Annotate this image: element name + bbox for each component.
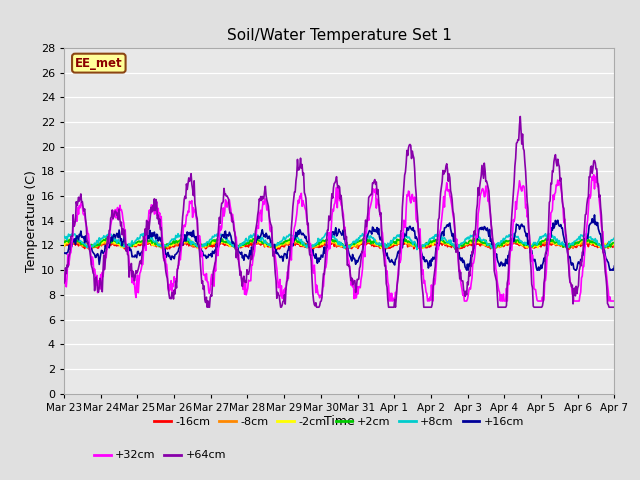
Legend: +32cm, +64cm: +32cm, +64cm	[90, 446, 230, 465]
Y-axis label: Temperature (C): Temperature (C)	[25, 170, 38, 272]
Text: EE_met: EE_met	[75, 57, 123, 70]
Title: Soil/Water Temperature Set 1: Soil/Water Temperature Set 1	[227, 28, 452, 43]
Legend: -16cm, -8cm, -2cm, +2cm, +8cm, +16cm: -16cm, -8cm, -2cm, +2cm, +8cm, +16cm	[150, 412, 529, 431]
X-axis label: Time: Time	[324, 415, 355, 429]
